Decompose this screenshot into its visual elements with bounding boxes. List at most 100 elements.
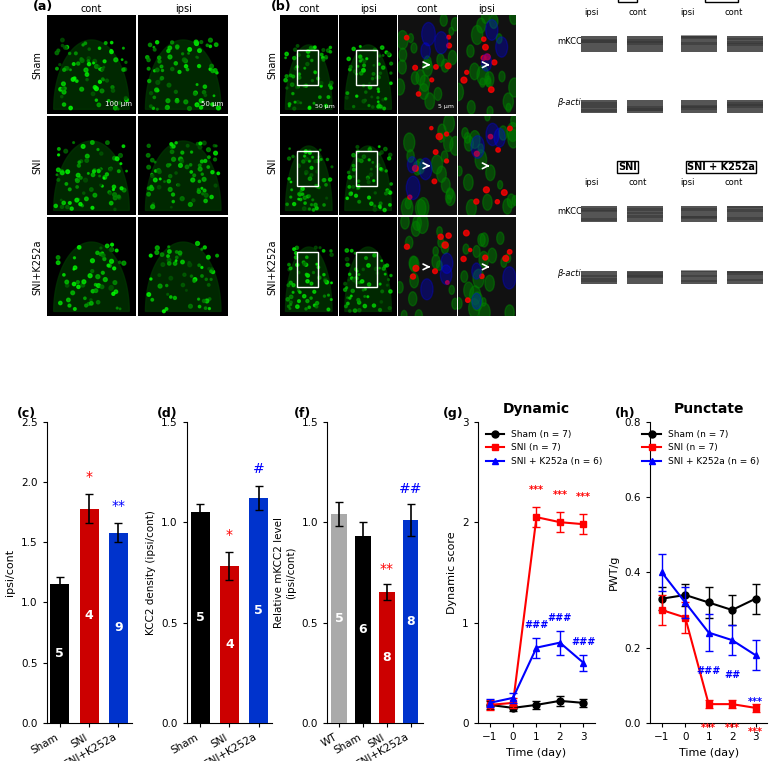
- Point: [294, 189, 306, 201]
- Point: [112, 190, 125, 202]
- Y-axis label: Relative mKCC2 level
(ipsi/cont): Relative mKCC2 level (ipsi/cont): [274, 517, 296, 628]
- Bar: [379, 593, 394, 723]
- Point: [352, 154, 364, 166]
- Point: [442, 60, 454, 72]
- Point: [477, 52, 490, 64]
- Point: [318, 199, 330, 211]
- Point: [300, 259, 312, 271]
- Point: [288, 279, 300, 291]
- Point: [211, 67, 223, 79]
- Point: [197, 188, 209, 200]
- Point: [401, 32, 413, 44]
- Point: [105, 255, 118, 267]
- Sham (n = 7): [704, 598, 713, 607]
- Point: [157, 65, 169, 77]
- Circle shape: [446, 189, 455, 205]
- Point: [93, 42, 105, 54]
- Point: [343, 274, 355, 286]
- Point: [185, 166, 198, 178]
- Point: [101, 75, 113, 87]
- Point: [288, 103, 301, 115]
- Point: [184, 159, 197, 171]
- Point: [457, 253, 470, 265]
- Circle shape: [449, 136, 461, 155]
- Point: [80, 193, 92, 205]
- Text: (g): (g): [443, 406, 463, 420]
- Circle shape: [449, 27, 453, 35]
- Point: [301, 295, 314, 307]
- Point: [149, 174, 161, 186]
- Text: β-actin: β-actin: [557, 269, 587, 278]
- Point: [355, 67, 367, 79]
- Point: [460, 66, 473, 78]
- Point: [113, 256, 126, 269]
- Point: [306, 151, 319, 164]
- Point: [314, 144, 326, 156]
- Point: [118, 257, 130, 269]
- Point: [345, 187, 357, 199]
- Point: [146, 294, 158, 306]
- Text: (c): (c): [17, 406, 36, 420]
- Circle shape: [452, 298, 458, 309]
- Point: [105, 282, 117, 295]
- Point: [373, 141, 385, 153]
- Point: [429, 175, 441, 187]
- Circle shape: [486, 76, 491, 84]
- Point: [365, 168, 377, 180]
- Circle shape: [472, 293, 481, 309]
- Point: [83, 43, 95, 56]
- Point: [145, 180, 157, 193]
- SNI (n = 7): [579, 520, 588, 529]
- Point: [308, 65, 321, 78]
- Point: [401, 240, 413, 253]
- Point: [287, 151, 299, 163]
- Point: [305, 199, 318, 211]
- Point: [363, 143, 376, 155]
- Point: [92, 279, 105, 291]
- Point: [291, 242, 303, 254]
- Point: [177, 48, 189, 60]
- Point: [288, 243, 300, 255]
- Point: [320, 179, 332, 191]
- Point: [290, 251, 302, 263]
- Point: [92, 164, 105, 177]
- Point: [349, 65, 361, 78]
- Point: [174, 247, 186, 259]
- Point: [374, 304, 386, 316]
- Point: [209, 147, 222, 159]
- Point: [167, 189, 179, 201]
- Text: ###: ###: [525, 619, 549, 629]
- Sham (n = 7): [657, 594, 666, 603]
- Point: [106, 81, 119, 94]
- Point: [488, 56, 501, 68]
- Polygon shape: [53, 40, 129, 110]
- Point: [198, 86, 210, 98]
- Point: [313, 272, 326, 284]
- Point: [151, 64, 164, 76]
- Point: [203, 302, 215, 314]
- Point: [305, 169, 318, 181]
- Point: [181, 285, 193, 297]
- Point: [114, 149, 126, 161]
- Point: [380, 165, 392, 177]
- Point: [72, 193, 84, 205]
- Point: [381, 185, 394, 197]
- Polygon shape: [285, 146, 332, 210]
- Circle shape: [487, 248, 497, 263]
- SNI + K252a (n = 6): [555, 638, 564, 647]
- Point: [79, 292, 91, 304]
- Point: [162, 94, 174, 107]
- Circle shape: [436, 261, 443, 270]
- Text: 6: 6: [359, 623, 367, 636]
- Point: [303, 203, 315, 215]
- Point: [306, 75, 319, 87]
- Point: [346, 272, 358, 285]
- Point: [372, 85, 384, 97]
- Point: [377, 94, 389, 106]
- Point: [198, 295, 210, 307]
- Point: [409, 62, 422, 74]
- Point: [93, 61, 105, 73]
- Line: SNI + K252a (n = 6): SNI + K252a (n = 6): [486, 639, 587, 706]
- Point: [89, 81, 102, 94]
- Point: [352, 60, 364, 72]
